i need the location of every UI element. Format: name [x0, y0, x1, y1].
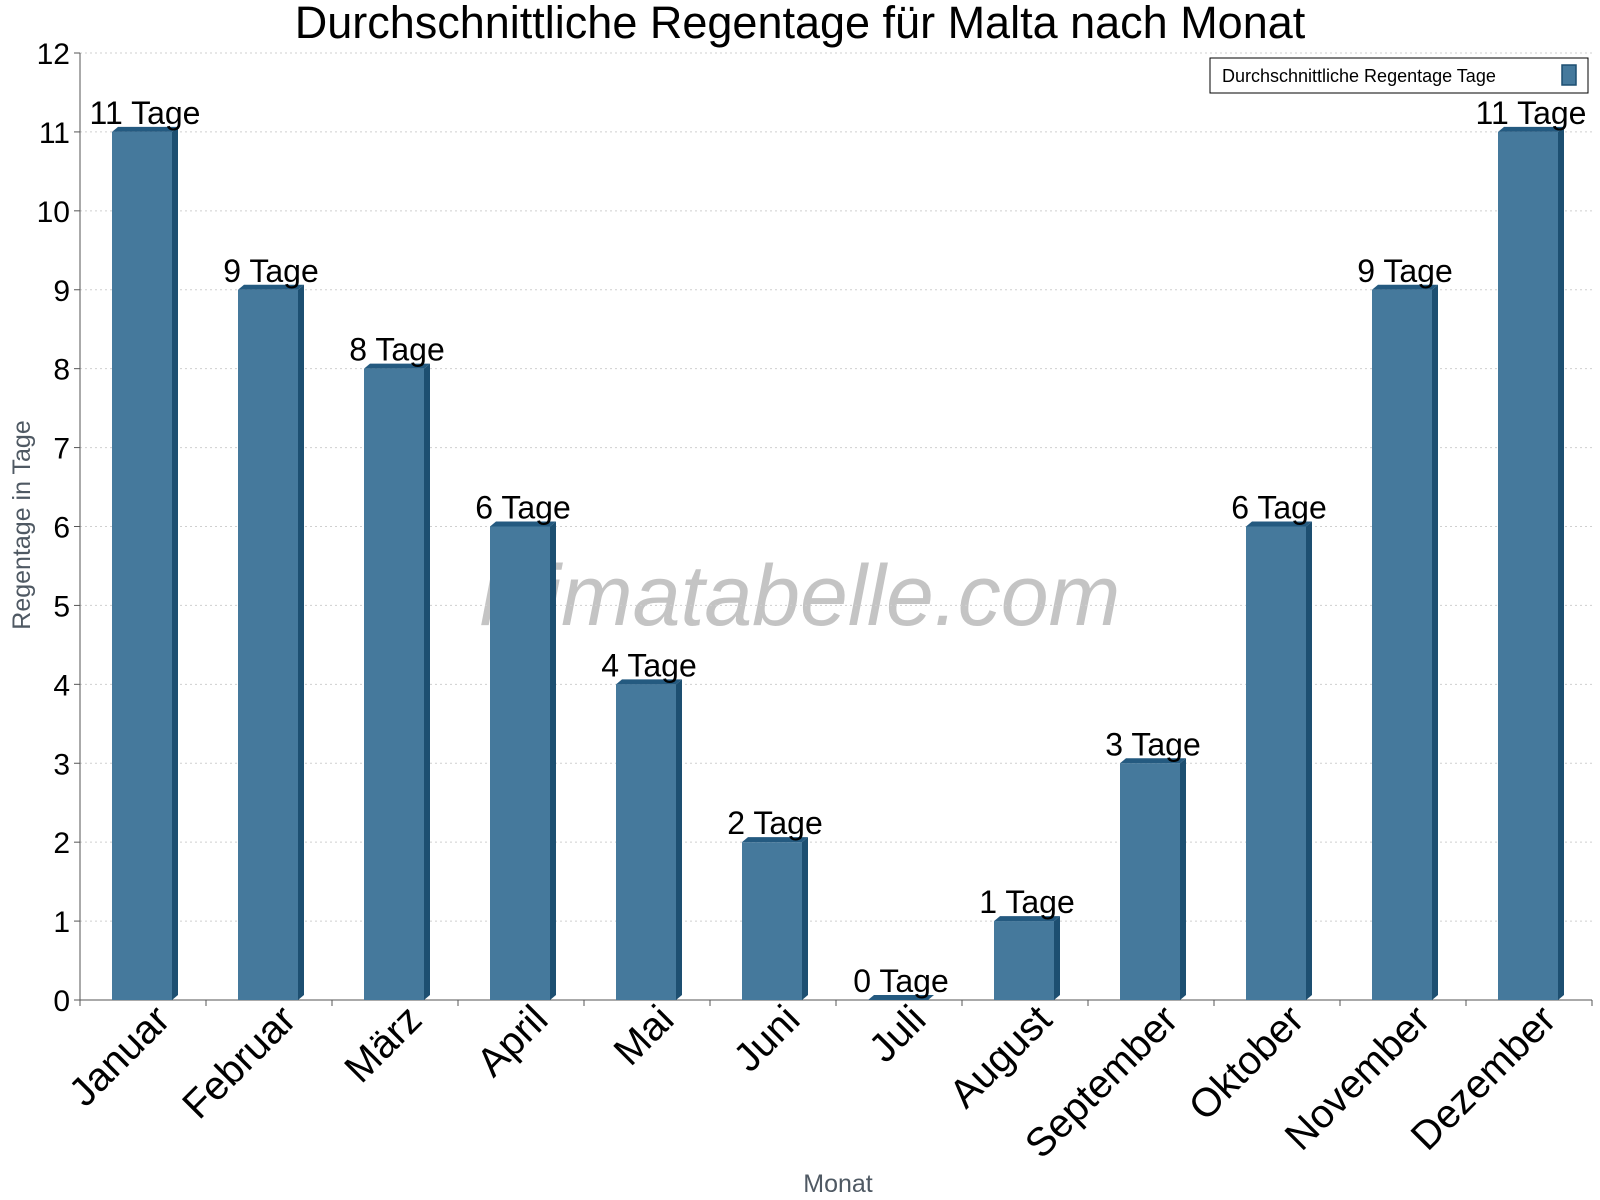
bar-face — [1120, 763, 1180, 1000]
data-label: 6 Tage — [475, 490, 571, 526]
data-label: 6 Tage — [1231, 490, 1327, 526]
bar-face — [238, 289, 298, 1000]
bar — [490, 521, 556, 1000]
chart-title: Durchschnittliche Regentage für Malta na… — [295, 0, 1306, 48]
grid-lines — [80, 52, 1592, 922]
bar-top — [490, 521, 556, 527]
bar-side — [1180, 758, 1186, 1000]
x-tick-label: März — [336, 997, 430, 1091]
y-tick-label: 12 — [37, 38, 70, 71]
data-label: 1 Tage — [979, 884, 1075, 920]
data-label: 2 Tage — [727, 805, 823, 841]
bar-face — [994, 921, 1054, 1000]
bar — [1498, 126, 1564, 1000]
bar-top — [364, 363, 430, 369]
data-labels: 11 Tage 9 Tage 8 Tage 6 Tage 4 Tage 2 Tage 0 T… — [90, 95, 1587, 999]
x-axis-title: Monat — [803, 1170, 873, 1198]
bar-side — [172, 126, 178, 1000]
bar — [238, 284, 304, 1000]
bar-side — [298, 284, 304, 1000]
bar-top — [1120, 758, 1186, 764]
data-label: 9 Tage — [1357, 253, 1453, 289]
y-tick-label: 7 — [53, 433, 70, 466]
watermark-text: klimatabelle.com — [480, 548, 1120, 644]
x-tick-label: August — [941, 997, 1060, 1116]
bar-side — [802, 837, 808, 1000]
bar-top — [616, 679, 682, 685]
bars — [112, 126, 1564, 1001]
bar-top — [112, 126, 178, 132]
bar-top — [238, 284, 304, 290]
bar — [742, 837, 808, 1000]
data-label: 0 Tage — [853, 963, 949, 999]
legend-label: Durchschnittliche Regentage Tage — [1222, 66, 1496, 86]
y-tick-label: 5 — [53, 590, 70, 623]
bar-face — [1246, 526, 1306, 1000]
bar-face — [742, 842, 802, 1000]
bar — [1246, 521, 1312, 1000]
data-label: 4 Tage — [601, 647, 697, 683]
y-tick-label: 11 — [39, 117, 70, 150]
bar-top — [742, 837, 808, 843]
bar-side — [1054, 916, 1060, 1000]
bar-top — [1498, 126, 1564, 132]
y-tick-label: 1 — [53, 906, 70, 939]
bar-face — [364, 368, 424, 1001]
y-tick-label: 2 — [53, 827, 70, 860]
y-tick-label: 4 — [53, 669, 70, 702]
bar-side — [1558, 126, 1564, 1000]
bar — [616, 679, 682, 1000]
bar-side — [550, 521, 556, 1000]
y-tick-label: 0 — [53, 985, 70, 1018]
bar-side — [424, 363, 430, 1001]
bar-side — [1432, 284, 1438, 1000]
bar-side — [676, 679, 682, 1000]
y-tick-label: 10 — [37, 196, 70, 229]
bar — [868, 995, 934, 1000]
bar-face — [616, 684, 676, 1000]
x-tick-label: Juni — [725, 997, 808, 1080]
y-tick-label: 3 — [53, 748, 70, 781]
bar — [994, 916, 1060, 1000]
y-tick-label: 9 — [53, 275, 70, 308]
x-tick-label: Februar — [174, 997, 304, 1127]
bar — [364, 363, 430, 1001]
bar-face — [1498, 131, 1558, 1000]
bar-top — [1246, 521, 1312, 527]
y-axis-title: Regentage in Tage — [8, 420, 36, 629]
data-label: 11 Tage — [1476, 95, 1587, 131]
y-tick-label: 8 — [53, 354, 70, 387]
bar-face — [1372, 289, 1432, 1000]
legend-swatch — [1561, 64, 1577, 86]
bar-top — [1372, 284, 1438, 290]
x-tick-label: Januar — [61, 997, 179, 1115]
x-tick-label: Oktober — [1181, 997, 1313, 1129]
y-tick-label: 6 — [53, 512, 70, 545]
bar-side — [1306, 521, 1312, 1000]
axes — [74, 52, 1593, 1006]
data-label: 9 Tage — [223, 253, 319, 289]
data-label: 3 Tage — [1105, 726, 1201, 762]
bar-top — [868, 995, 934, 1000]
bar-face — [112, 131, 172, 1000]
legend-box — [1209, 57, 1589, 94]
x-tick-label: Juli — [861, 997, 935, 1071]
bar-face — [490, 526, 550, 1000]
legend: Durchschnittliche Regentage Tage — [1209, 57, 1589, 94]
bar — [112, 126, 178, 1000]
data-label: 8 Tage — [349, 332, 445, 368]
bar — [1120, 758, 1186, 1000]
x-tick-label: Mai — [606, 997, 683, 1074]
data-label: 11 Tage — [90, 95, 201, 131]
bar — [1372, 284, 1438, 1000]
x-tick-label: April — [469, 997, 557, 1085]
bar-top — [994, 916, 1060, 922]
